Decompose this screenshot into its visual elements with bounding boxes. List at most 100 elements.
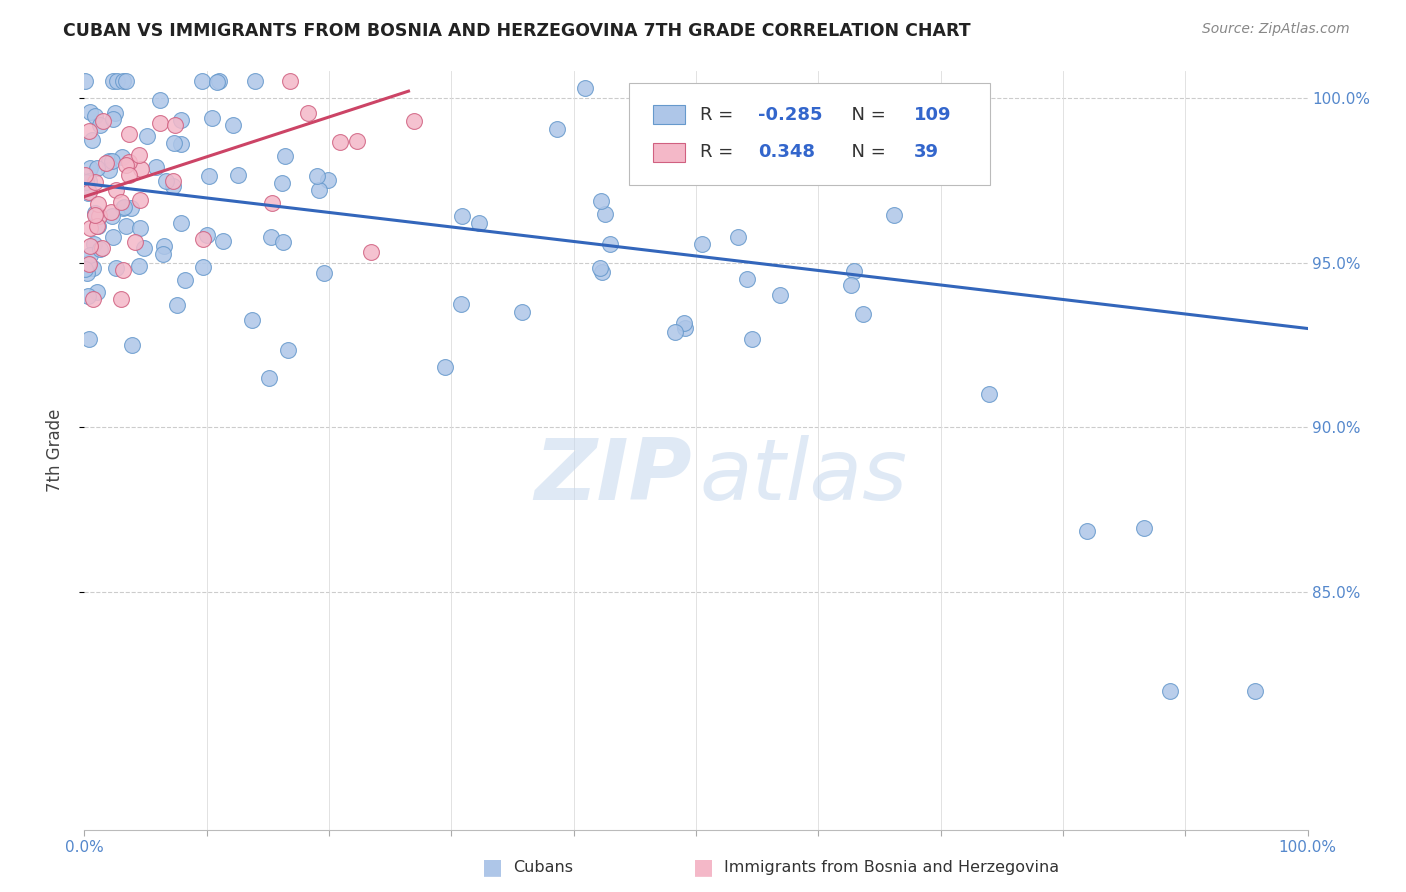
Point xyxy=(91,241,114,255)
Text: CUBAN VS IMMIGRANTS FROM BOSNIA AND HERZEGOVINA 7TH GRADE CORRELATION CHART: CUBAN VS IMMIGRANTS FROM BOSNIA AND HERZ… xyxy=(63,22,972,40)
Point xyxy=(1159,684,1181,698)
Point xyxy=(82,292,104,306)
Point xyxy=(98,162,121,177)
Point xyxy=(110,194,132,209)
Point xyxy=(111,74,134,88)
Point xyxy=(197,228,219,243)
Point xyxy=(86,161,108,176)
Point xyxy=(112,201,135,215)
Point xyxy=(117,155,139,169)
Text: 0.348: 0.348 xyxy=(758,144,815,161)
Point xyxy=(273,149,295,163)
Point xyxy=(277,343,299,357)
Point xyxy=(86,219,108,233)
Point xyxy=(588,261,610,276)
Point xyxy=(104,261,127,276)
Point xyxy=(307,169,329,183)
Text: N =: N = xyxy=(841,105,891,124)
Point xyxy=(101,153,124,168)
FancyBboxPatch shape xyxy=(628,83,990,186)
Point xyxy=(101,112,124,126)
Point xyxy=(84,175,107,189)
Point xyxy=(852,307,875,321)
Point xyxy=(110,292,132,306)
Point xyxy=(89,118,111,132)
Point xyxy=(260,230,283,244)
Point xyxy=(599,237,621,252)
Point xyxy=(273,235,295,249)
Point xyxy=(82,133,104,147)
Text: ■: ■ xyxy=(482,857,502,877)
Text: atlas: atlas xyxy=(700,435,908,518)
Text: -0.285: -0.285 xyxy=(758,105,823,124)
Point xyxy=(360,244,382,259)
Point xyxy=(129,221,152,235)
Point xyxy=(201,111,224,125)
Point xyxy=(198,169,221,183)
Text: N =: N = xyxy=(841,144,897,161)
Point xyxy=(77,173,100,187)
Point xyxy=(205,75,228,89)
Point xyxy=(191,260,214,274)
Point xyxy=(170,216,193,230)
Text: R =: R = xyxy=(700,144,744,161)
Point xyxy=(107,74,129,88)
Point xyxy=(741,332,763,346)
Point xyxy=(979,387,1001,401)
Point xyxy=(131,162,153,177)
Point xyxy=(212,234,235,248)
Point xyxy=(111,150,134,164)
Point xyxy=(120,202,142,216)
Point xyxy=(727,230,749,244)
Point xyxy=(152,247,174,261)
Text: 39: 39 xyxy=(914,144,939,161)
Text: ■: ■ xyxy=(693,857,713,877)
Point xyxy=(329,135,352,149)
Point xyxy=(93,114,115,128)
Point xyxy=(101,74,124,88)
Point xyxy=(105,183,128,197)
Point xyxy=(115,74,138,88)
Point xyxy=(149,115,172,129)
Point xyxy=(451,209,474,223)
Point xyxy=(278,74,301,88)
Point xyxy=(883,208,905,222)
Point xyxy=(76,180,98,194)
Point xyxy=(1133,520,1156,534)
Point xyxy=(96,156,118,170)
Point xyxy=(79,248,101,262)
Point xyxy=(170,137,193,152)
Point xyxy=(1244,684,1267,698)
Point xyxy=(162,174,184,188)
Point xyxy=(135,129,157,144)
Point xyxy=(226,169,249,183)
Point xyxy=(115,158,138,172)
Point xyxy=(112,201,135,215)
Point xyxy=(83,109,105,123)
Point xyxy=(77,289,100,303)
Point xyxy=(193,232,215,246)
Point xyxy=(73,168,96,182)
Point xyxy=(844,264,866,278)
Point xyxy=(690,237,713,252)
Point xyxy=(82,261,104,276)
Point xyxy=(121,338,143,352)
Point xyxy=(89,242,111,256)
Point xyxy=(574,81,596,95)
Point xyxy=(510,304,533,318)
FancyBboxPatch shape xyxy=(654,104,685,125)
Point xyxy=(118,127,141,141)
Point xyxy=(591,265,613,279)
Point xyxy=(155,174,177,188)
Point xyxy=(243,74,266,88)
Point xyxy=(129,193,152,207)
Point xyxy=(257,371,280,385)
Point xyxy=(735,271,758,285)
Y-axis label: 7th Grade: 7th Grade xyxy=(45,409,63,492)
Point xyxy=(79,105,101,120)
Point xyxy=(77,256,100,270)
Point xyxy=(664,325,686,339)
Point xyxy=(75,262,97,277)
Point xyxy=(450,297,472,311)
Point xyxy=(101,209,124,223)
